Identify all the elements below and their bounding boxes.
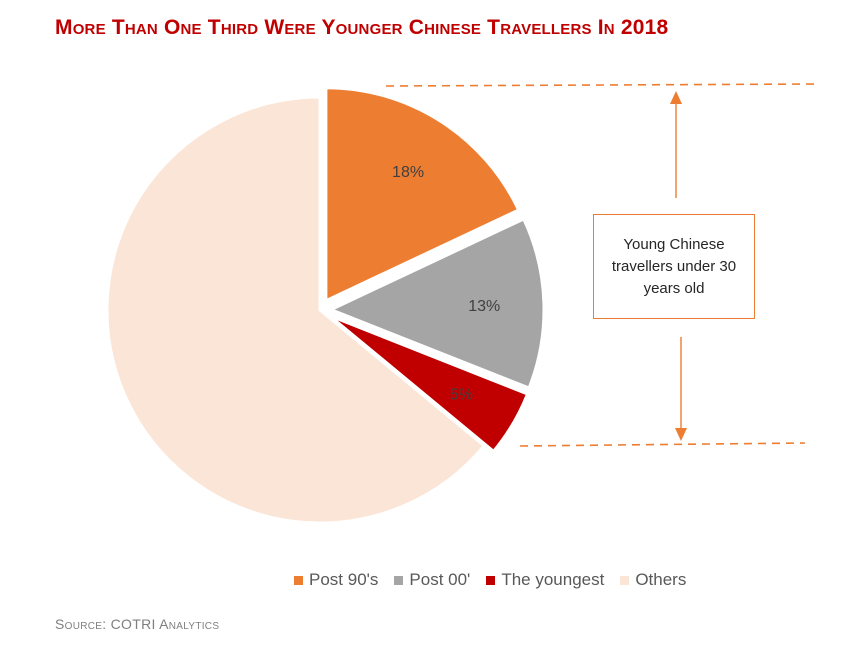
- legend-swatch: [486, 575, 496, 585]
- legend-item-post-00[interactable]: Post 00': [394, 570, 470, 590]
- dashed-guide-top: [385, 83, 821, 87]
- legend-item-post-90s[interactable]: Post 90's: [294, 570, 378, 590]
- dashed-guide-bottom: [519, 442, 806, 447]
- pie-slice-the-youngest[interactable]: [328, 314, 530, 454]
- legend-label: Post 00': [409, 570, 471, 589]
- legend-swatch: [294, 575, 303, 585]
- legend-label: Post 90's: [309, 570, 379, 589]
- data-label: 5%: [450, 387, 473, 404]
- legend-item-others[interactable]: Others: [620, 570, 686, 590]
- arrow-down-head: [675, 428, 687, 441]
- pie-slice-others[interactable]: [105, 95, 487, 525]
- pie-slice-post-00[interactable]: [327, 216, 546, 391]
- arrow-up-head: [670, 91, 682, 104]
- callout-box: Young Chinese travellers under 30 years …: [593, 214, 755, 319]
- pie-slice-post-90-s[interactable]: [324, 86, 521, 304]
- data-label: 13%: [468, 298, 500, 315]
- legend-swatch: [394, 575, 404, 585]
- legend: Post 90's Post 00' The youngest Others: [294, 570, 686, 590]
- legend-swatch: [620, 575, 630, 585]
- legend-item-youngest[interactable]: The youngest: [486, 570, 604, 590]
- data-label: 18%: [392, 164, 424, 181]
- legend-label: Others: [635, 570, 687, 589]
- legend-label: The youngest: [501, 570, 605, 589]
- source-note: Source: COTRI Analytics: [55, 616, 220, 632]
- callout-annotation: [385, 83, 821, 447]
- chart-title: More Than One Third Were Younger Chinese…: [55, 16, 669, 39]
